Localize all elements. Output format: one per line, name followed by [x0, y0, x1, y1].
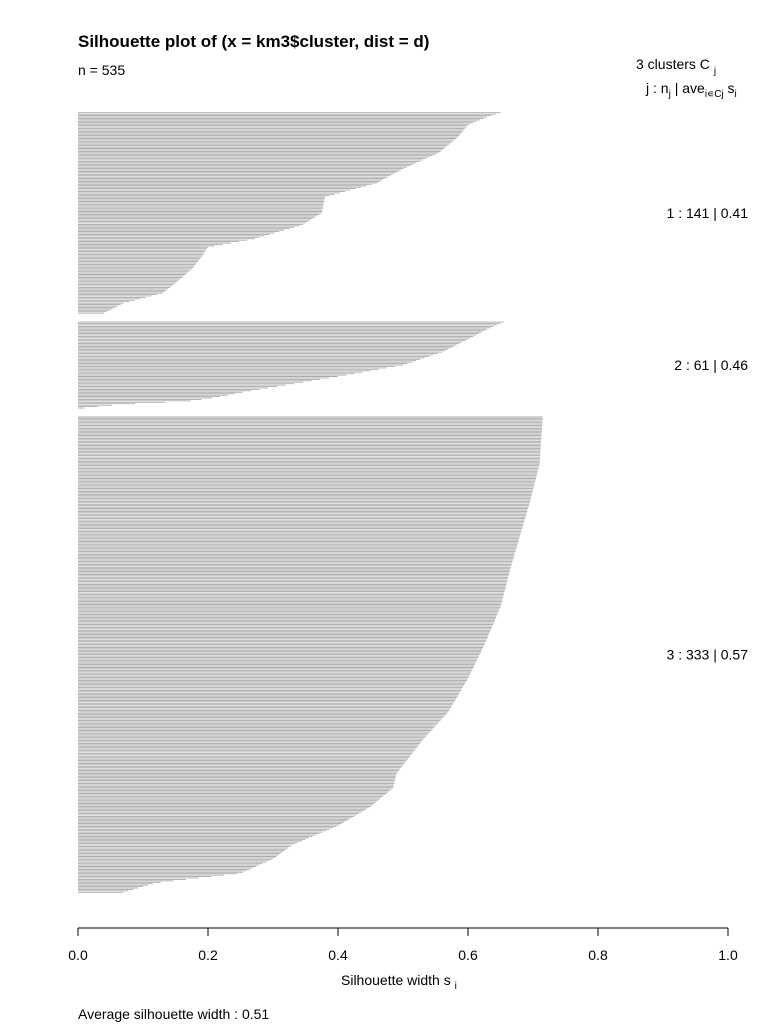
sample-size-label: n = 535 — [78, 62, 125, 78]
cluster-label-1: 1 : 141 | 0.41 — [667, 205, 749, 221]
cluster-label-2: 2 : 61 | 0.46 — [674, 357, 748, 373]
x-tick-label: 0.2 — [198, 947, 218, 963]
x-axis-title: Silhouette width s i — [341, 972, 457, 992]
legend-count-text: 3 clusters C — [636, 56, 710, 72]
cluster-label-3: 3 : 333 | 0.57 — [667, 647, 749, 663]
legend-column-text: j : n — [645, 80, 669, 96]
silhouette-bars — [78, 112, 543, 893]
average-silhouette-label: Average silhouette width : 0.51 — [78, 1006, 269, 1022]
x-tick-label: 0.4 — [328, 947, 348, 963]
legend-count-label: 3 clusters C j — [636, 56, 716, 77]
legend-column-header: j : nj | avei∊Cj si — [645, 80, 737, 100]
legend-count-sub: j — [713, 66, 716, 77]
x-tick-label: 0.6 — [458, 947, 478, 963]
x-axis-ticks: 0.0 0.2 0.4 0.6 0.8 1.0 — [68, 928, 738, 963]
x-tick-label: 1.0 — [718, 947, 738, 963]
x-tick-label: 0.0 — [68, 947, 88, 963]
x-tick-label: 0.8 — [588, 947, 608, 963]
cluster-labels: 1 : 141 | 0.41 2 : 61 | 0.46 3 : 333 | 0.5… — [667, 205, 749, 663]
x-axis-title-sub: i — [455, 981, 457, 992]
x-axis-title-text: Silhouette width s — [341, 972, 451, 988]
chart-title: Silhouette plot of (x = km3$cluster, dis… — [78, 32, 429, 51]
